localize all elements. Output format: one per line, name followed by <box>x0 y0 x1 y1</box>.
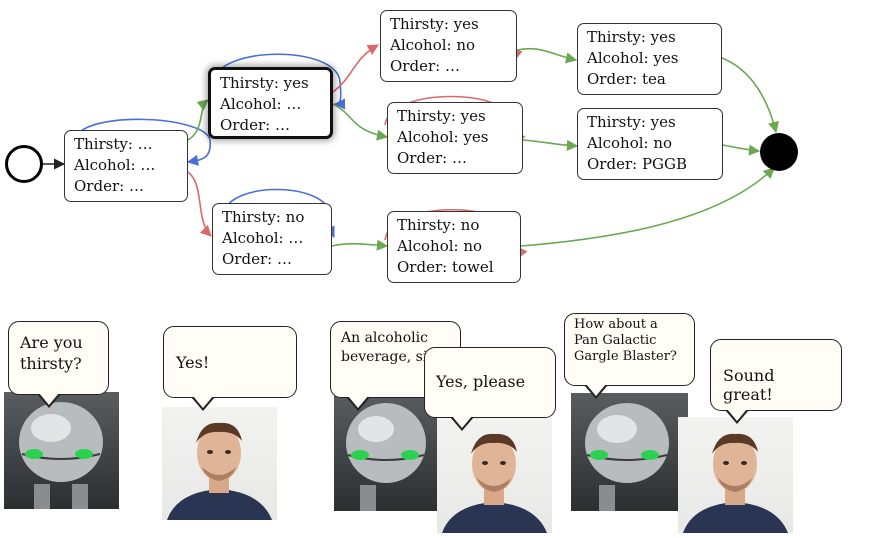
node-line: Order: … <box>74 177 144 195</box>
node-line: Thirsty: yes <box>587 28 676 46</box>
loop-root <box>74 118 211 166</box>
node-line: Order: tea <box>587 70 666 88</box>
state-towel: Thirsty: no Alcohol: no Order: towel <box>387 211 521 283</box>
edge-towel-end <box>520 167 775 247</box>
speech-bubble-robot-3: How about a Pan Galactic Gargle Blaster? <box>564 313 695 386</box>
bubble-text: Yes, please <box>436 372 526 391</box>
node-line: Thirsty: yes <box>587 113 676 131</box>
node-line: Alcohol: no <box>587 134 673 152</box>
robot-photo <box>4 392 119 509</box>
robot-photo <box>334 393 437 511</box>
bubble-text: How about a Pan Galactic Gargle Blaster? <box>574 317 677 364</box>
node-line: Order: … <box>397 149 467 167</box>
edge-root-thirsty-yes <box>187 99 209 141</box>
node-line: Order: towel <box>397 258 494 276</box>
human-photo <box>162 407 277 520</box>
state-alcohol-no: Thirsty: yes Alcohol: no Order: … <box>380 10 517 82</box>
node-line: Order: … <box>390 57 460 75</box>
bubble-text: Sound great! <box>723 366 775 404</box>
human-photo <box>437 417 552 533</box>
edge-root-thirsty-no <box>187 171 212 237</box>
node-line: Alcohol: yes <box>587 49 679 67</box>
node-line: Thirsty: no <box>397 216 480 234</box>
node-line: Thirsty: yes <box>390 15 479 33</box>
human-photo <box>678 417 793 533</box>
edge-thirsty-no-towel <box>331 239 389 251</box>
node-line: Thirsty: … <box>74 135 153 153</box>
node-line: Alcohol: no <box>390 36 476 54</box>
speech-bubble-human-3: Sound great! <box>710 339 842 411</box>
state-tea: Thirsty: yes Alcohol: yes Order: tea <box>577 23 722 95</box>
edge-pggb-end <box>722 144 761 156</box>
loop-thirsty-yes <box>212 53 346 110</box>
edge-alcohol-no-tea <box>516 47 578 64</box>
speech-bubble-human-2: Yes, please <box>424 347 556 418</box>
edge-thirsty-yes-alcohol-yes <box>332 103 389 141</box>
node-line: Alcohol: … <box>222 229 304 247</box>
state-thirsty-yes: Thirsty: yes Alcohol: … Order: … <box>208 67 333 139</box>
bubble-text: An alcoholic beverage, sir? <box>341 330 442 365</box>
edge-alcohol-yes-pggb <box>522 139 579 152</box>
node-line: Thirsty: yes <box>397 107 486 125</box>
speech-bubble-robot-1: Are you thirsty? <box>8 321 109 395</box>
state-alcohol-yes: Thirsty: yes Alcohol: yes Order: … <box>387 102 523 174</box>
node-line: Thirsty: no <box>222 208 305 226</box>
node-line: Alcohol: … <box>220 95 302 113</box>
node-line: Alcohol: no <box>397 237 483 255</box>
edge-tea-end <box>721 57 779 134</box>
node-line: Order: PGGB <box>587 155 688 173</box>
end-node <box>760 133 798 171</box>
bubble-text: Yes! <box>176 353 210 372</box>
node-line: Alcohol: yes <box>397 128 489 146</box>
node-line: Order: … <box>222 250 292 268</box>
node-line: Alcohol: … <box>74 156 156 174</box>
state-root: Thirsty: … Alcohol: … Order: … <box>64 130 188 202</box>
bubble-text: Are you thirsty? <box>20 333 83 373</box>
node-line: Order: … <box>220 116 290 134</box>
state-pggb: Thirsty: yes Alcohol: no Order: PGGB <box>577 108 723 180</box>
node-line: Thirsty: yes <box>220 74 309 92</box>
state-thirsty-no: Thirsty: no Alcohol: … Order: … <box>212 203 332 275</box>
edge-thirsty-yes-alcohol-no <box>332 44 379 93</box>
robot-photo <box>571 393 688 511</box>
start-node <box>5 145 43 183</box>
speech-bubble-human-1: Yes! <box>163 326 297 398</box>
